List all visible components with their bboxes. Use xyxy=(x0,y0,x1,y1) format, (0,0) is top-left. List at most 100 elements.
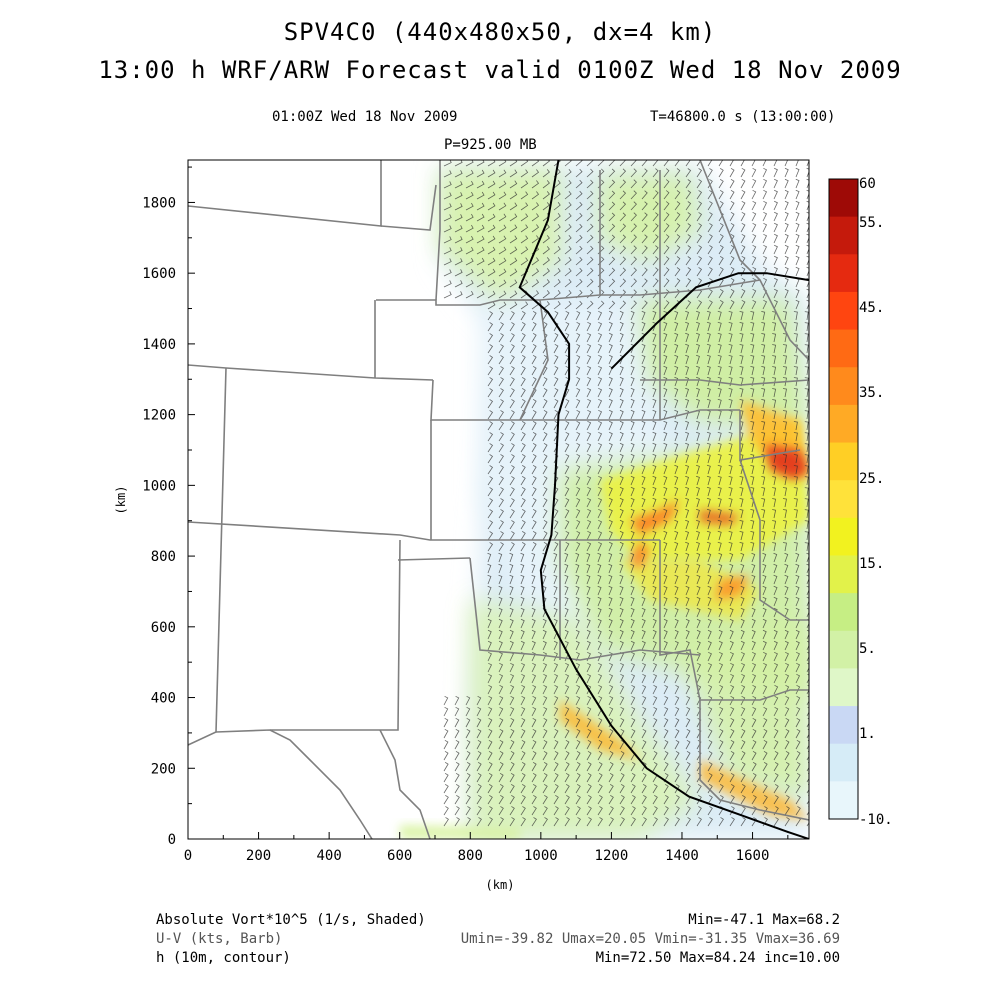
wind-barb xyxy=(597,530,603,541)
wind-barb xyxy=(663,817,669,827)
wind-barb xyxy=(718,761,724,772)
wind-barb xyxy=(782,465,787,475)
wind-barb xyxy=(718,662,724,673)
wind-barb xyxy=(498,421,504,431)
vorticity-patch xyxy=(440,170,560,300)
wind-barb xyxy=(575,585,580,596)
wind-barb xyxy=(597,695,603,706)
wind-barb xyxy=(740,596,745,607)
wind-barb xyxy=(784,739,790,750)
wind-barb xyxy=(531,541,537,552)
wind-barb xyxy=(564,772,570,783)
wind-barb xyxy=(608,387,613,398)
wind-barb xyxy=(487,728,493,739)
wind-barb xyxy=(751,288,757,299)
wind-barb xyxy=(531,290,540,299)
wind-barb xyxy=(729,574,734,585)
wind-barb xyxy=(707,267,713,277)
wind-barb xyxy=(443,750,449,761)
wind-barb xyxy=(575,695,581,706)
wind-barb xyxy=(773,266,778,277)
wind-barb xyxy=(619,817,625,827)
wind-barb xyxy=(806,640,809,651)
colorbar-swatch xyxy=(829,555,858,594)
wind-barb xyxy=(597,795,603,805)
wind-barb xyxy=(806,255,809,266)
wind-barb xyxy=(740,585,745,596)
wind-barb xyxy=(465,169,474,178)
colorbar-label: 15. xyxy=(859,556,884,572)
wind-barb xyxy=(509,268,518,277)
wind-barb xyxy=(608,662,614,673)
wind-barb xyxy=(476,750,482,761)
wind-barb xyxy=(707,717,713,728)
wind-barb xyxy=(804,410,809,420)
wind-barb xyxy=(728,399,733,409)
wind-barb xyxy=(542,160,550,167)
colorbar-swatch xyxy=(829,593,858,632)
wind-barb xyxy=(553,365,559,376)
wind-barb xyxy=(586,486,592,497)
wind-barb xyxy=(575,310,581,321)
wind-barb xyxy=(564,574,569,585)
wind-barb xyxy=(784,222,789,233)
wind-barb xyxy=(509,728,515,739)
wind-barb xyxy=(663,409,668,420)
wind-barb xyxy=(784,629,789,640)
wind-barb xyxy=(806,222,809,233)
wind-barb xyxy=(804,322,809,332)
wind-barb xyxy=(739,366,744,376)
wind-barb xyxy=(520,454,526,464)
wind-barb xyxy=(695,376,700,387)
wind-barb xyxy=(706,530,711,541)
wind-barb xyxy=(806,629,809,640)
wind-barb xyxy=(641,662,647,673)
wind-barb xyxy=(586,201,594,211)
wind-barb xyxy=(663,234,670,244)
wind-barb xyxy=(542,442,548,453)
wind-barb xyxy=(520,487,526,497)
y-tick-label: 200 xyxy=(151,761,176,777)
wind-barb xyxy=(740,728,746,739)
wind-barb xyxy=(575,596,580,607)
wind-barb xyxy=(706,508,711,519)
wind-barb xyxy=(782,366,787,376)
wind-barb xyxy=(553,607,558,618)
wind-barb xyxy=(509,224,518,233)
wind-barb xyxy=(630,795,636,805)
wind-barb xyxy=(751,640,756,651)
wind-barb xyxy=(739,399,744,409)
wind-barb xyxy=(795,662,801,673)
wind-barb xyxy=(729,706,735,717)
wind-barb xyxy=(795,695,801,706)
wind-barb xyxy=(761,542,766,552)
colorbar-swatch xyxy=(829,254,858,293)
wind-barb xyxy=(784,160,789,167)
wind-barb xyxy=(630,168,637,178)
wind-barb xyxy=(773,717,779,728)
wind-barb xyxy=(608,784,614,794)
wind-barb xyxy=(498,806,504,816)
wind-barb xyxy=(586,278,594,288)
wind-barb xyxy=(443,269,452,277)
wind-barb xyxy=(674,453,679,464)
wind-barb xyxy=(542,310,548,321)
wind-barb xyxy=(784,806,790,816)
wind-barb xyxy=(706,453,711,464)
wind-barb xyxy=(575,190,583,200)
wind-barb xyxy=(806,178,809,189)
wind-barb xyxy=(761,355,766,365)
wind-barb xyxy=(762,277,768,288)
wind-barb xyxy=(509,806,515,816)
wind-barb xyxy=(586,552,591,563)
wind-barb xyxy=(762,299,768,310)
wind-barb xyxy=(685,398,690,409)
wind-barb xyxy=(641,806,647,816)
wind-barb xyxy=(586,784,592,794)
wind-barb xyxy=(520,235,529,244)
colorbar-label: 45. xyxy=(859,300,884,316)
wind-barb xyxy=(762,684,768,695)
wind-barb xyxy=(630,365,635,376)
wind-barb xyxy=(795,761,801,772)
wind-barb xyxy=(509,739,515,750)
